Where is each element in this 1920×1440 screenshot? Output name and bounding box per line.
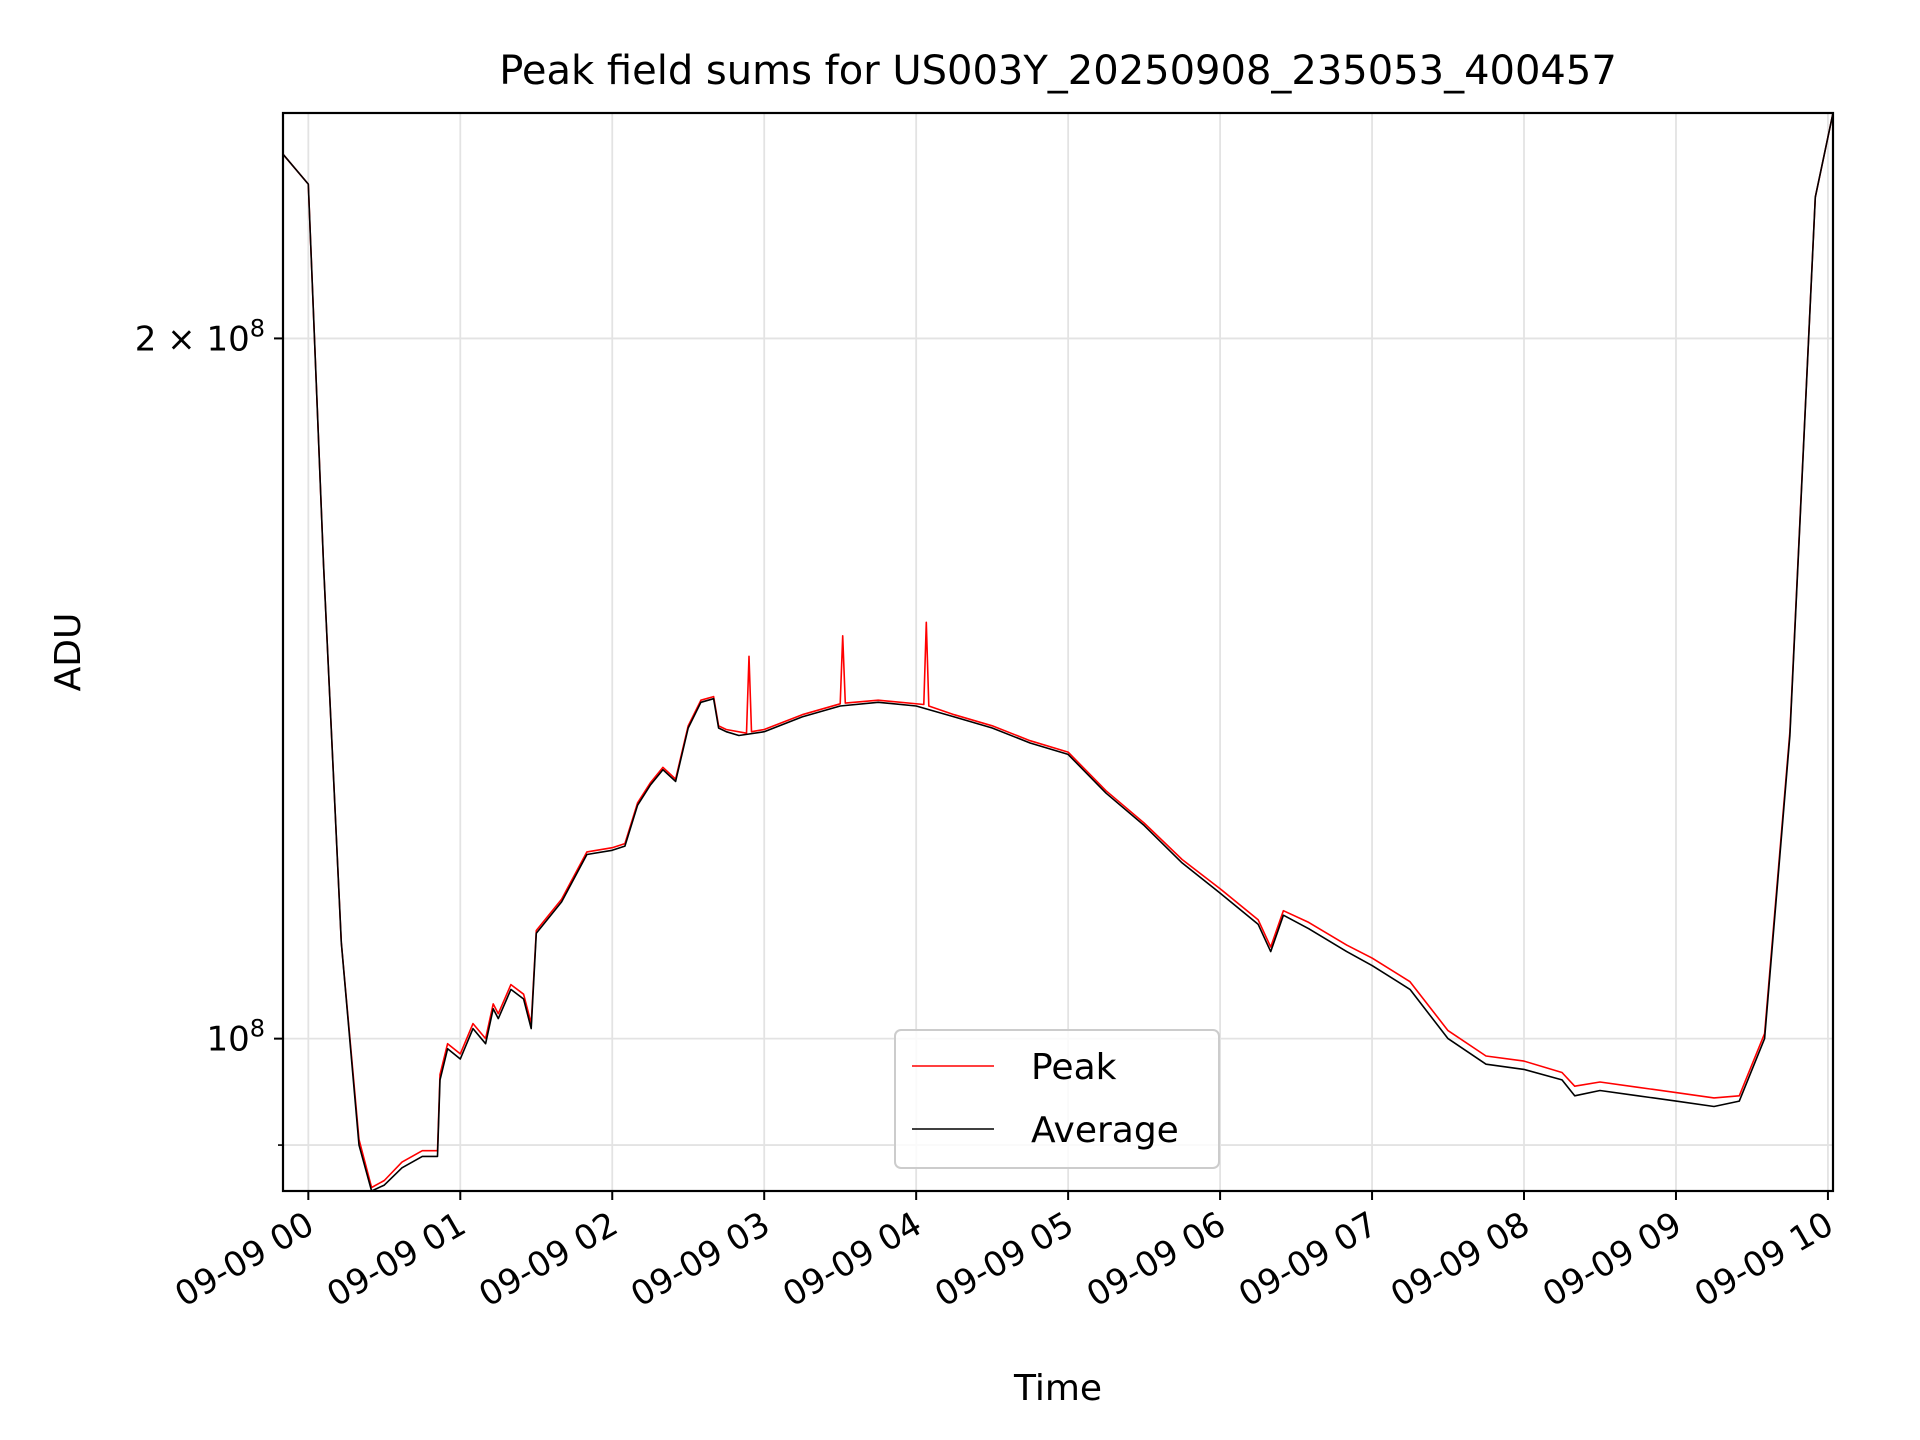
x-tick-label: 09-09 08 bbox=[1384, 1204, 1536, 1315]
y-tick-label: 2 × 108 bbox=[135, 314, 265, 359]
y-axis-label: ADU bbox=[48, 613, 89, 692]
legend-box bbox=[894, 1029, 1220, 1169]
plot-frame bbox=[281, 111, 1835, 1193]
y-tick-label: 108 bbox=[206, 1015, 265, 1060]
x-tick-label: 09-09 06 bbox=[1080, 1204, 1232, 1315]
plot-series bbox=[282, 112, 1834, 1192]
x-tick-label: 09-09 01 bbox=[320, 1204, 472, 1315]
x-tick-label: 09-09 02 bbox=[472, 1204, 624, 1315]
y-axis: 108 2 × 108 bbox=[135, 314, 283, 1146]
x-tick-label: 09-09 05 bbox=[928, 1204, 1080, 1315]
legend: Peak Average bbox=[894, 1029, 1220, 1169]
x-tick-label: 09-09 03 bbox=[624, 1204, 776, 1315]
x-axis-label: Time bbox=[1013, 1368, 1102, 1409]
x-tick-label: 09-09 09 bbox=[1536, 1204, 1688, 1315]
x-tick-label: 09-09 07 bbox=[1232, 1204, 1384, 1315]
legend-peak-label: Peak bbox=[1031, 1047, 1117, 1088]
series-line-average bbox=[282, 112, 1834, 1192]
x-tick-label: 09-09 00 bbox=[168, 1204, 320, 1315]
chart-title: Peak field sums for US003Y_20250908_2350… bbox=[499, 48, 1617, 94]
series-line-peak bbox=[282, 112, 1834, 1189]
legend-average-label: Average bbox=[1031, 1110, 1179, 1151]
x-axis: 09-09 00 09-09 01 09-09 02 09-09 03 09-09 04… bbox=[168, 1191, 1840, 1315]
x-tick-label: 09-09 04 bbox=[776, 1204, 928, 1315]
x-tick-label: 09-09 10 bbox=[1688, 1204, 1840, 1315]
